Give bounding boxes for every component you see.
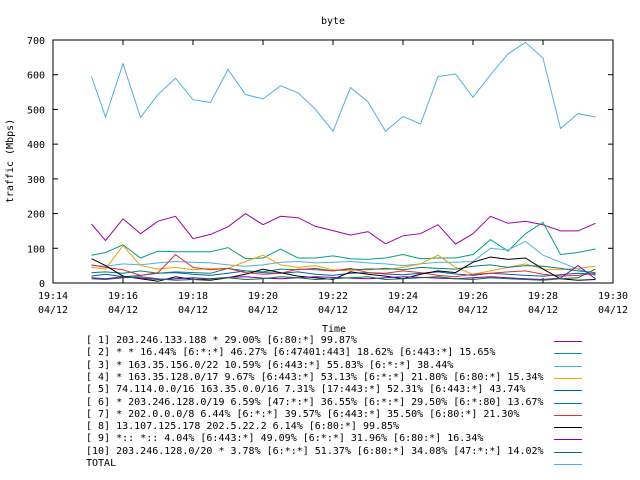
y-tick-label: 400	[27, 140, 45, 151]
x-tick-label-date: 04/12	[178, 305, 208, 316]
legend-swatch	[554, 451, 582, 453]
legend-label: [10] 203.246.128.0/20 * 3.78% [6:*:*] 51…	[86, 445, 544, 457]
legend-swatch	[554, 402, 582, 404]
legend-entry: [10] 203.246.128.0/20 * 3.78% [6:*:*] 51…	[86, 446, 626, 458]
legend-swatch	[554, 439, 582, 441]
y-tick-label: 500	[27, 105, 45, 116]
series-lines	[91, 41, 596, 282]
legend-entry: [ 3] * 163.35.156.0/22 10.59% [6:443:*] …	[86, 360, 626, 372]
x-tick-label-date: 04/12	[38, 305, 68, 316]
legend-label: [ 4] * 163.35.128.0/17 9.67% [6:443:*] 5…	[86, 371, 544, 383]
legend-swatch	[554, 341, 582, 342]
legend-entry: [ 1] 203.246.133.188 * 29.00% [6:80:*] 9…	[86, 335, 626, 347]
x-tick-label-date: 04/12	[318, 305, 348, 316]
y-tick-label: 0	[39, 279, 45, 290]
x-tick-label-time: 19:14	[38, 291, 68, 302]
y-tick-label: 300	[27, 175, 45, 186]
series-line-5	[91, 270, 596, 278]
legend-swatch	[554, 365, 582, 367]
x-tick-label-time: 19:22	[318, 291, 348, 302]
y-tick-label: 600	[27, 71, 45, 82]
x-tick-label-date: 04/12	[248, 305, 278, 316]
series-line-8	[91, 256, 596, 282]
legend-swatch	[554, 414, 582, 416]
legend-label: [ 6] * 203.246.128.0/19 6.59% [47:*:*] 3…	[86, 396, 544, 408]
legend-label: [ 1] 203.246.133.188 * 29.00% [6:80:*] 9…	[86, 335, 357, 346]
x-tick-label-time: 19:18	[178, 291, 208, 302]
x-tick-label-date: 04/12	[108, 305, 138, 316]
legend-entry: [ 6] * 203.246.128.0/19 6.59% [47:*:*] 3…	[86, 397, 626, 409]
series-line-1	[91, 212, 596, 245]
legend-swatch	[554, 353, 582, 355]
x-axis-label: Time	[322, 324, 346, 335]
x-tick-label-date: 04/12	[458, 305, 488, 316]
x-axis-ticks: 19:14 04/12 19:16 04/12 19:18 04/12 19:20 04/12…	[38, 40, 628, 316]
chart-title: byte	[321, 16, 345, 27]
x-tick-label-time: 19:28	[528, 291, 558, 302]
legend-entry: [ 8] 13.107.125.178 202.5.22.2 6.14% [6:…	[86, 421, 626, 433]
y-tick-label: 200	[27, 210, 45, 221]
legend-label: [ 7] * 202.0.0.0/8 6.44% [6:*:*] 39.57% …	[86, 408, 520, 420]
x-tick-label-time: 19:20	[248, 291, 278, 302]
x-tick-label-time: 19:30	[598, 291, 628, 302]
x-tick-label-time: 19:16	[108, 291, 138, 302]
series-line-7	[91, 253, 596, 278]
x-tick-label-date: 04/12	[528, 305, 558, 316]
legend-entry: [ 9] *:: *:: 4.04% [6:443:*] 49.09% [6:*…	[86, 433, 626, 445]
series-line-9	[91, 264, 596, 281]
x-tick-label-time: 19:26	[458, 291, 488, 302]
y-axis-ticks: 0 100 200 300 400 500 600 700	[27, 36, 613, 290]
legend-label: [ 2] * * 16.44% [6:*:*] 46.27% [6:47401:…	[86, 347, 496, 359]
plot-area-frame	[52, 39, 614, 284]
y-tick-label: 700	[27, 36, 45, 47]
x-tick-label-time: 19:24	[388, 291, 418, 302]
legend-label: [ 8] 13.107.125.178 202.5.22.2 6.14% [6:…	[86, 421, 400, 433]
series-line-10	[91, 268, 596, 281]
series-line-2	[91, 221, 596, 260]
y-axis-label: traffic (Mbps)	[5, 119, 16, 203]
legend-label: [ 3] * 163.35.156.0/22 10.59% [6:443:*] …	[86, 359, 454, 371]
legend-entry: [ 2] * * 16.44% [6:*:*] 46.27% [6:47401:…	[86, 347, 626, 359]
legend-swatch	[554, 377, 582, 379]
y-tick-label: 100	[27, 244, 45, 255]
legend-swatch	[554, 427, 582, 429]
legend-entry: [ 4] * 163.35.128.0/17 9.67% [6:443:*] 5…	[86, 372, 626, 384]
legend-label: [ 9] *:: *:: 4.04% [6:443:*] 49.09% [6:*…	[86, 433, 484, 445]
series-line-11	[91, 41, 596, 133]
legend-swatch	[554, 390, 582, 392]
series-line-3	[91, 240, 596, 276]
legend-swatch	[554, 464, 582, 465]
legend-entry: [ 5] 74.114.0.0/16 163.35.0.0/16 7.31% […	[86, 384, 626, 396]
legend-entry: TOTAL	[86, 458, 626, 470]
x-tick-label-date: 04/12	[388, 305, 418, 316]
legend-label: [ 5] 74.114.0.0/16 163.35.0.0/16 7.31% […	[86, 384, 526, 396]
legend-label: TOTAL	[86, 458, 117, 469]
x-tick-label-date: 04/12	[598, 305, 628, 316]
legend-entry: [ 7] * 202.0.0.0/8 6.44% [6:*:*] 39.57% …	[86, 409, 626, 421]
